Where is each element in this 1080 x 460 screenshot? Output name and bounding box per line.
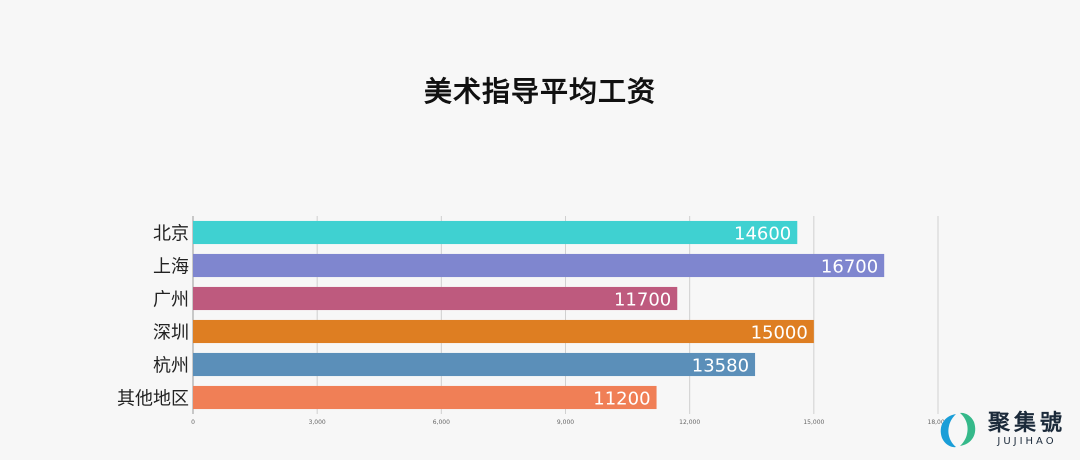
logo-icon	[940, 412, 976, 448]
bar	[193, 286, 678, 311]
bar-value-label: 11200	[593, 389, 650, 410]
bar-value-label: 14600	[734, 224, 791, 245]
x-tick-label: 12,000	[679, 419, 700, 426]
category-label: 深圳	[153, 323, 189, 344]
category-label: 其他地区	[117, 389, 189, 410]
bar	[193, 220, 798, 245]
watermark-english: JUJIHAO	[997, 436, 1057, 447]
bar-value-label: 11700	[614, 290, 671, 311]
watermark-chinese: 聚集號	[987, 411, 1066, 436]
bar-value-label: 15000	[751, 323, 808, 344]
bar-value-label: 13580	[692, 356, 749, 377]
chart-title: 美术指导平均工资	[423, 75, 656, 108]
x-tick-label: 0	[191, 419, 195, 426]
category-label: 广州	[153, 290, 189, 311]
bar	[193, 319, 814, 344]
bar	[193, 253, 885, 278]
category-label: 北京	[153, 224, 189, 245]
bar	[193, 352, 756, 377]
x-axis-labels: 0 3,000 6,000 9,000 12,000 15,000 18,000	[191, 419, 949, 426]
watermark-logo: 聚集號 JUJIHAO	[936, 410, 1066, 450]
bar	[193, 385, 657, 410]
x-tick-label: 6,000	[433, 419, 450, 426]
bar-value-label: 16700	[821, 257, 878, 278]
chart-grid	[192, 216, 939, 414]
category-label: 上海	[153, 257, 189, 278]
x-tick-label: 9,000	[557, 419, 574, 426]
x-tick-label: 18,000	[928, 419, 949, 426]
x-tick-label: 15,000	[803, 419, 824, 426]
x-tick-label: 3,000	[309, 419, 326, 426]
category-label: 杭州	[153, 356, 189, 377]
